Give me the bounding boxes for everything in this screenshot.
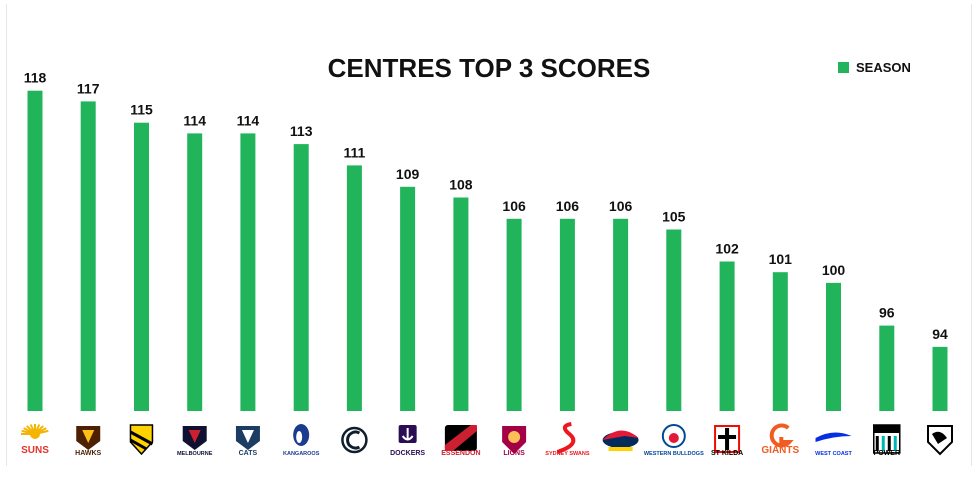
bar [613,218,629,411]
team-logo-text: SYDNEY SWANS [545,451,590,457]
bar [293,144,309,411]
team-logo: LIONS [502,426,527,457]
data-label: 106 [502,198,526,214]
legend: SEASON [838,60,911,75]
team-logo-text: WEST COAST [815,451,852,457]
team-logo-text: LIONS [503,450,525,457]
bar [666,229,682,411]
bar [400,186,416,411]
legend-swatch [838,62,849,73]
bar [346,165,362,411]
team-logo [602,430,639,451]
data-label: 117 [77,80,100,96]
team-logo: CATS [235,426,260,457]
team-logo-text: GIANTS [761,445,799,456]
team-logo: WEST COAST [815,432,852,457]
data-label: 111 [343,144,365,160]
chart-title: CENTRES TOP 3 SCORES [328,53,651,83]
team-logo: HAWKS [75,426,102,457]
data-label: 115 [130,102,153,118]
team-logo: ESSENDON [441,425,481,457]
data-label: 108 [449,177,473,193]
bar [80,101,96,412]
team-logo: ST KILDA [711,425,743,457]
team-logo: SYDNEY SWANS [545,422,590,457]
team-logo [341,426,368,454]
data-label: 109 [396,166,420,182]
data-label: 100 [822,262,846,278]
data-label: 105 [662,209,686,225]
bar [187,133,203,411]
data-label: 102 [715,241,739,257]
team-logo-text: CATS [239,450,258,457]
team-logo: POWER [873,424,901,457]
team-logo: DOCKERS [390,425,425,457]
bars [27,90,948,412]
data-label: 96 [879,305,895,321]
team-logo: KANGAROOS [283,424,320,457]
team-logo-text: SUNS [21,445,49,456]
team-logo-text: MELBOURNE [177,451,213,457]
team-logo-text: ST KILDA [711,450,743,457]
team-logo-text: WESTERN BULLDOGS [644,451,704,457]
team-logo: GIANTS [761,423,800,456]
team-logo-text: POWER [874,450,900,457]
bar [772,272,788,411]
team-logo-text: HAWKS [75,450,101,457]
bar [719,261,735,411]
bar [826,282,841,411]
bar [453,197,469,411]
data-label: 106 [609,198,633,214]
team-logo-text: DOCKERS [390,450,425,457]
bar [134,122,149,411]
bar [27,90,43,411]
bar [879,325,895,411]
data-label: 118 [24,70,47,86]
team-logo: MELBOURNE [177,426,213,457]
data-label: 101 [769,251,793,267]
data-label: 113 [290,123,313,139]
chart-card [6,4,972,466]
team-logos: SUNS HAWKS MELBOURNE CATS KANGAROOS DOCKERS ES… [21,422,953,457]
data-label: 114 [237,112,260,128]
team-logo: WESTERN BULLDOGS [644,424,704,457]
team-logo [927,425,953,456]
team-logo [129,424,154,456]
legend-label: SEASON [856,60,911,75]
bar [559,218,575,411]
data-label: 114 [183,112,206,128]
value-labels: 118 117 115 114 114 113 111 109 108 106 106 106 105 1… [24,70,948,342]
bar [506,218,522,411]
team-logo-text: ESSENDON [441,450,480,457]
bar [240,133,256,411]
data-label: 106 [556,198,580,214]
team-logo: SUNS [21,424,49,456]
team-logo-text: KANGAROOS [283,451,320,457]
data-label: 94 [932,326,948,342]
bar [932,346,948,411]
